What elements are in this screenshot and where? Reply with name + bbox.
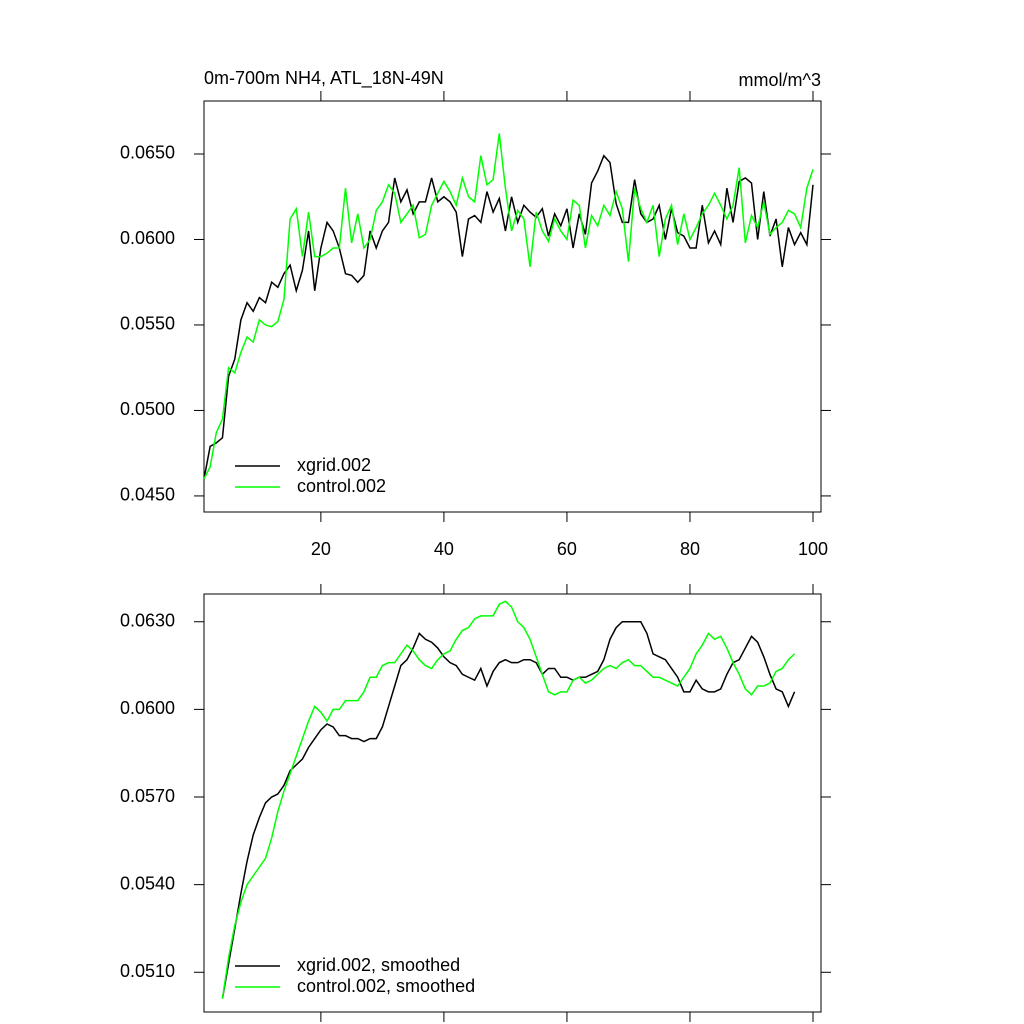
y-tick-label: 0.0550 xyxy=(120,314,175,334)
series-line xyxy=(221,600,796,999)
series-line xyxy=(203,133,814,480)
y-tick-label: 0.0510 xyxy=(120,961,175,981)
legend-label: xgrid.002, smoothed xyxy=(297,955,460,975)
x-tick-label: 40 xyxy=(434,539,454,559)
y-tick-label: 0.0600 xyxy=(120,698,175,718)
y-tick-label: 0.0570 xyxy=(120,786,175,806)
x-tick-label: 60 xyxy=(557,539,577,559)
legend-label: control.002 xyxy=(297,476,386,496)
y-tick-label: 0.0630 xyxy=(120,610,175,630)
y-tick-label: 0.0450 xyxy=(120,485,175,505)
x-tick-label: 20 xyxy=(311,539,331,559)
y-tick-label: 0.0540 xyxy=(120,873,175,893)
series-line xyxy=(221,621,796,999)
y-tick-label: 0.0600 xyxy=(120,228,175,248)
units-label: mmol/m^3 xyxy=(739,70,821,90)
x-tick-label: 80 xyxy=(680,539,700,559)
chart-title: 0m-700m NH4, ATL_18N-49N xyxy=(204,68,444,89)
plot-frame xyxy=(203,100,822,513)
plot-frame xyxy=(203,593,822,1013)
legend-label: xgrid.002 xyxy=(297,455,371,475)
legend-label: control.002, smoothed xyxy=(297,976,475,996)
series-line xyxy=(203,154,814,479)
y-tick-label: 0.0500 xyxy=(120,399,175,419)
y-tick-label: 0.0650 xyxy=(120,143,175,163)
x-tick-label: 100 xyxy=(798,539,828,559)
